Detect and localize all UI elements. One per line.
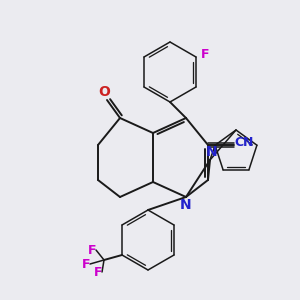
Text: F: F [201, 47, 209, 61]
Text: N: N [180, 198, 192, 212]
Text: F: F [94, 266, 102, 278]
Text: F: F [82, 257, 90, 271]
Text: F: F [88, 244, 96, 256]
Text: N: N [243, 136, 253, 149]
Text: O: O [98, 85, 110, 99]
Text: N: N [206, 145, 218, 159]
Text: C: C [234, 136, 244, 149]
